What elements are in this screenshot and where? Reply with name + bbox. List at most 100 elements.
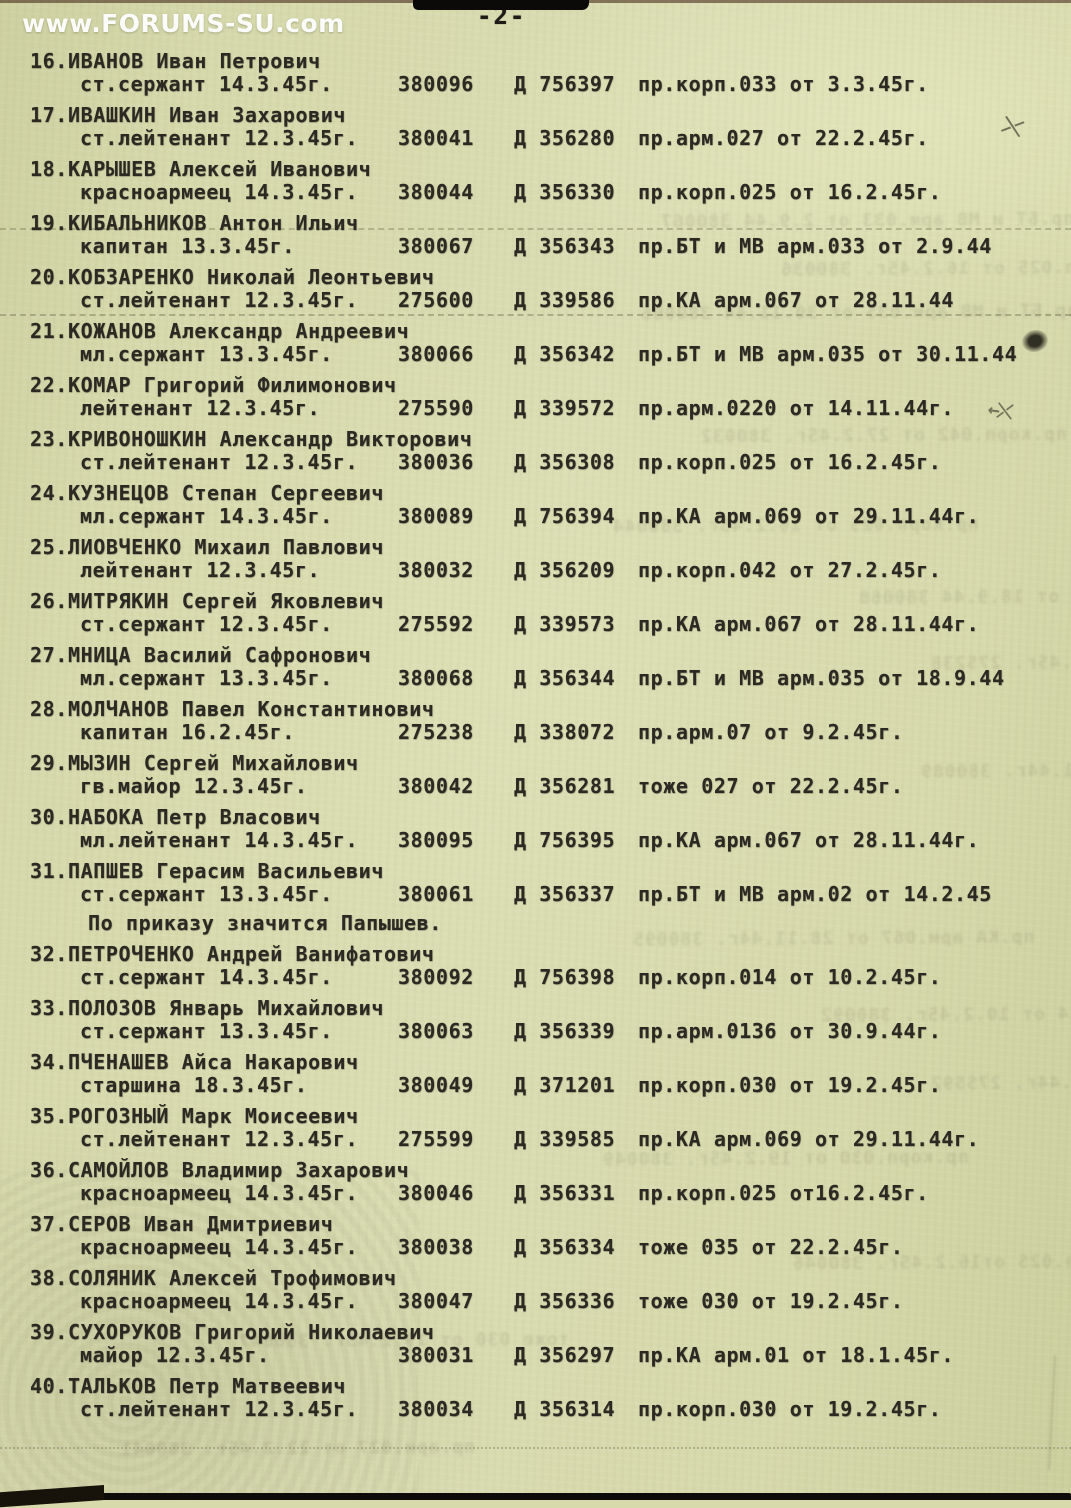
entry-rank-date: ст.сержант 14.3.45г.: [80, 72, 333, 96]
entry-name-line: 30.НАБОКА Петр Власович: [0, 806, 1071, 828]
entry-number: 36.: [30, 1158, 68, 1182]
entry-detail-line: ст.сержант 12.3.45г. 275592 Д 339573 пр.…: [0, 612, 1071, 636]
entry-rank-date: ст.лейтенант 12.3.45г.: [80, 126, 359, 150]
entry-order-reference: пр.корп.030 от 19.2.45г.: [638, 1397, 942, 1421]
entry-order-reference: пр.БТ и МВ арм.02 от 14.2.45: [638, 882, 992, 906]
entry-detail-line: майор 12.3.45г. 380031 Д 356297 пр.КА ар…: [0, 1343, 1071, 1367]
list-entry: 22.КОМАР Григорий Филимонович лейтенант …: [0, 374, 1071, 420]
entry-detail-line: ст.лейтенант 12.3.45г. 380041 Д 356280 п…: [0, 126, 1071, 150]
entry-rank-date: ст.лейтенант 12.3.45г.: [80, 450, 359, 474]
entry-name: ЛИОВЧЕНКО Михаил Павлович: [67, 535, 384, 559]
entry-order-reference: тоже 030 от 19.2.45г.: [638, 1289, 904, 1313]
list-entry: 35.РОГОЗНЫЙ Марк Моисеевич ст.лейтенант …: [0, 1105, 1071, 1151]
fold-line: [0, 1447, 1071, 1449]
entry-name-line: 22.КОМАР Григорий Филимонович: [0, 374, 1071, 396]
entry-file-number: Д 356331: [514, 1181, 616, 1205]
entry-serial-number: 380061: [398, 882, 474, 906]
entry-name: КУЗНЕЦОВ Степан Сергеевич: [67, 481, 384, 505]
list-entry: 36.САМОЙЛОВ Владимир Захарович красноарм…: [0, 1159, 1071, 1205]
entry-name-line: 24.КУЗНЕЦОВ Степан Сергеевич: [0, 482, 1071, 504]
entry-number: 22.: [30, 373, 68, 397]
entry-detail-line: ст.сержант 13.3.45г. 380063 Д 356339 пр.…: [0, 1019, 1071, 1043]
list-entry: 24.КУЗНЕЦОВ Степан Сергеевич мл.сержант …: [0, 482, 1071, 528]
entry-file-number: Д 339573: [514, 612, 616, 636]
entry-order-reference: пр.корп.025 от 16.2.45г.: [638, 450, 942, 474]
list-entry: 27.МНИЦА Василий Сафронович мл.сержант 1…: [0, 644, 1071, 690]
entry-file-number: Д 356209: [514, 558, 616, 582]
entry-name-line: 39.СУХОРУКОВ Григорий Николаевич: [0, 1321, 1071, 1343]
entry-number: 40.: [30, 1374, 68, 1398]
entry-rank-date: майор 12.3.45г.: [80, 1343, 270, 1367]
entry-number: 23.: [30, 427, 68, 451]
fold-line: [0, 314, 1071, 316]
entry-detail-line: ст.лейтенант 12.3.45г. 380034 Д 356314 п…: [0, 1397, 1071, 1421]
entry-number: 29.: [30, 751, 68, 775]
entry-detail-line: мл.сержант 14.3.45г. 380089 Д 756394 пр.…: [0, 504, 1071, 528]
entry-file-number: Д 756394: [514, 504, 616, 528]
entry-name-line: 16.ИВАНОВ Иван Петрович: [0, 50, 1071, 72]
entry-serial-number: 380089: [398, 504, 474, 528]
entry-order-reference: пр.арм.0220 от 14.11.44г.: [638, 396, 955, 420]
entry-rank-date: ст.лейтенант 12.3.45г.: [80, 288, 359, 312]
entry-order-reference: пр.арм.0136 от 30.9.44г.: [638, 1019, 942, 1043]
entry-name: ПЧЕНАШЕВ Айса Накарович: [67, 1050, 359, 1074]
entry-file-number: Д 371201: [514, 1073, 616, 1097]
entry-file-number: Д 356297: [514, 1343, 616, 1367]
entry-rank-date: ст.сержант 13.3.45г.: [80, 882, 333, 906]
entry-name-line: 32.ПЕТРОЧЕНКО Андрей Ванифатович: [0, 943, 1071, 965]
entry-name-line: 40.ТАЛЬКОВ Петр Матвеевич: [0, 1375, 1071, 1397]
entry-name: КОЖАНОВ Александр Андреевич: [67, 319, 410, 343]
entry-number: 32.: [30, 942, 68, 966]
list-entry: 34.ПЧЕНАШЕВ Айса Накарович старшина 18.3…: [0, 1051, 1071, 1097]
entry-name-line: 28.МОЛЧАНОВ Павел Константинович: [0, 698, 1071, 720]
entry-number: 39.: [30, 1320, 68, 1344]
entry-name: ПАПШЕВ Герасим Васильевич: [67, 859, 384, 883]
entry-order-reference: тоже 035 от 22.2.45г.: [638, 1235, 904, 1259]
entry-detail-line: старшина 18.3.45г. 380049 Д 371201 пр.ко…: [0, 1073, 1071, 1097]
entry-serial-number: 380042: [398, 774, 474, 798]
scan-edge-bottom: [60, 1493, 1071, 1500]
entry-file-number: Д 356280: [514, 126, 616, 150]
entry-rank-date: ст.сержант 13.3.45г.: [80, 1019, 333, 1043]
list-entry: 20.КОБЗАРЕНКО Николай Леонтьевич ст.лейт…: [0, 266, 1071, 312]
entry-name: ТАЛЬКОВ Петр Матвеевич: [67, 1374, 347, 1398]
entry-rank-date: ст.лейтенант 12.3.45г.: [80, 1127, 359, 1151]
entry-name: РОГОЗНЫЙ Марк Моисеевич: [67, 1104, 359, 1128]
entry-number: 30.: [30, 805, 68, 829]
entry-note: По приказу значится Папышев.: [88, 911, 442, 935]
entry-rank-date: красноармеец 14.3.45г.: [80, 1235, 359, 1259]
list-entry: 16.ИВАНОВ Иван Петрович ст.сержант 14.3.…: [0, 50, 1071, 96]
entry-name-line: 27.МНИЦА Василий Сафронович: [0, 644, 1071, 666]
entry-order-reference: пр.арм.027 от 22.2.45г.: [638, 126, 929, 150]
list-entry: 19.КИБАЛЬНИКОВ Антон Ильич капитан 13.3.…: [0, 212, 1071, 258]
entry-rank-date: мл.сержант 14.3.45г.: [80, 504, 333, 528]
entry-detail-line: красноармеец 14.3.45г. 380047 Д 356336 т…: [0, 1289, 1071, 1313]
entry-detail-line: капитан 13.3.45г. 380067 Д 356343 пр.БТ …: [0, 234, 1071, 258]
entry-number: 27.: [30, 643, 68, 667]
entry-file-number: Д 339585: [514, 1127, 616, 1151]
entry-name-line: 36.САМОЙЛОВ Владимир Захарович: [0, 1159, 1071, 1181]
entry-order-reference: пр.КА арм.067 от 28.11.44г.: [638, 828, 980, 852]
entry-order-reference: пр.БТ и МВ арм.035 от 18.9.44: [638, 666, 1005, 690]
list-entry: 25.ЛИОВЧЕНКО Михаил Павлович лейтенант 1…: [0, 536, 1071, 582]
entry-serial-number: 380066: [398, 342, 474, 366]
entry-rank-date: капитан 13.3.45г.: [80, 234, 295, 258]
entry-number: 34.: [30, 1050, 68, 1074]
entry-name: СЕРОВ Иван Дмитриевич: [67, 1212, 334, 1236]
entry-name-line: 38.СОЛЯНИК Алексей Трофимович: [0, 1267, 1071, 1289]
entry-rank-date: ст.сержант 14.3.45г.: [80, 965, 333, 989]
entry-order-reference: пр.КА арм.067 от 28.11.44г.: [638, 612, 980, 636]
entry-number: 24.: [30, 481, 68, 505]
entry-rank-date: лейтенант 12.3.45г.: [80, 558, 321, 582]
entry-order-reference: пр.КА арм.01 от 18.1.45г.: [638, 1343, 955, 1367]
entry-name-line: 26.МИТРЯКИН Сергей Яковлевич: [0, 590, 1071, 612]
entry-rank-date: капитан 16.2.45г.: [80, 720, 295, 744]
entry-file-number: Д 356339: [514, 1019, 616, 1043]
entry-name-line: 17.ИВАШКИН Иван Захарович: [0, 104, 1071, 126]
entry-name: ИВАШКИН Иван Захарович: [67, 103, 347, 127]
entry-name-line: 19.КИБАЛЬНИКОВ Антон Ильич: [0, 212, 1071, 234]
entry-serial-number: 380034: [398, 1397, 474, 1421]
list-entry: 18.КАРЫШЕВ Алексей Иванович красноармеец…: [0, 158, 1071, 204]
entry-name-line: 18.КАРЫШЕВ Алексей Иванович: [0, 158, 1071, 180]
entry-serial-number: 275600: [398, 288, 474, 312]
